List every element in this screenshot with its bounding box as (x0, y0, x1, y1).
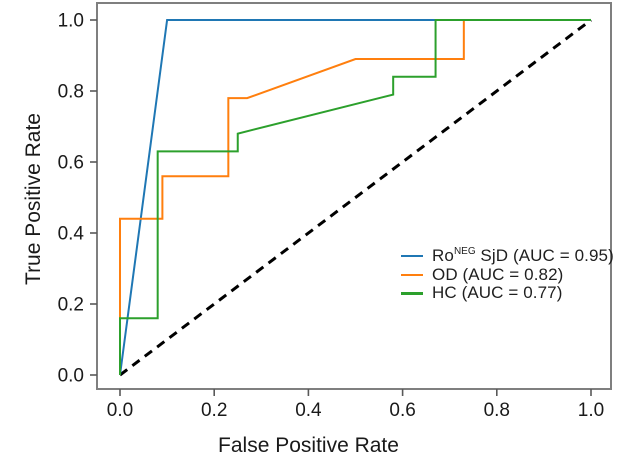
y-tick-label: 1.0 (58, 11, 84, 32)
tick-label-layer: 0.0 0.2 0.4 0.6 0.8 1.0 0.0 0.2 0.4 0.6 0.8 1.0 (58, 11, 605, 422)
legend-swatch-HC (401, 292, 423, 295)
legend-label-Ro-NEG-SjD: RoNEG SjD (AUC = 0.95) (432, 245, 614, 266)
y-tick-label: 0.8 (58, 82, 84, 103)
y-tick-label: 0.0 (58, 366, 84, 387)
x-axis-title: False Positive Rate (218, 434, 399, 457)
chance-diagonal (119, 18, 592, 377)
x-tick-label: 0.8 (484, 400, 510, 421)
legend-label-superscript: NEG (453, 245, 476, 257)
legend-swatch-OD (401, 273, 423, 277)
legend-swatch-Ro-NEG-SjD (401, 255, 423, 258)
legend: RoNEG SjD (AUC = 0.95) OD (AUC = 0.82) HC … (401, 245, 614, 303)
x-tick-label: 0.6 (389, 400, 415, 421)
y-tick-label: 0.6 (58, 153, 84, 174)
x-tick-label: 0.4 (295, 400, 322, 421)
roc-curve-OD (119, 19, 591, 375)
tick-layer (90, 19, 592, 396)
legend-row-OD: OD (AUC = 0.82) (401, 264, 614, 285)
legend-row-Ro-NEG-SjD: RoNEG SjD (AUC = 0.95) (401, 245, 614, 266)
plot-border (96, 2, 612, 390)
x-tick-label: 0.2 (201, 400, 227, 421)
y-axis-title: True Positive Rate (22, 113, 45, 285)
legend-label-OD: OD (AUC = 0.82) (432, 264, 564, 284)
y-tick-label: 0.4 (58, 224, 85, 245)
curve-layer (119, 19, 591, 376)
y-tick-label: 0.2 (58, 295, 84, 316)
legend-label-HC: HC (AUC = 0.77) (432, 283, 563, 303)
roc-curve-HC (119, 19, 591, 375)
legend-row-HC: HC (AUC = 0.77) (401, 283, 614, 303)
x-tick-label: 0.0 (107, 400, 133, 421)
reference-line-layer (119, 18, 592, 377)
x-tick-label: 1.0 (578, 400, 604, 421)
